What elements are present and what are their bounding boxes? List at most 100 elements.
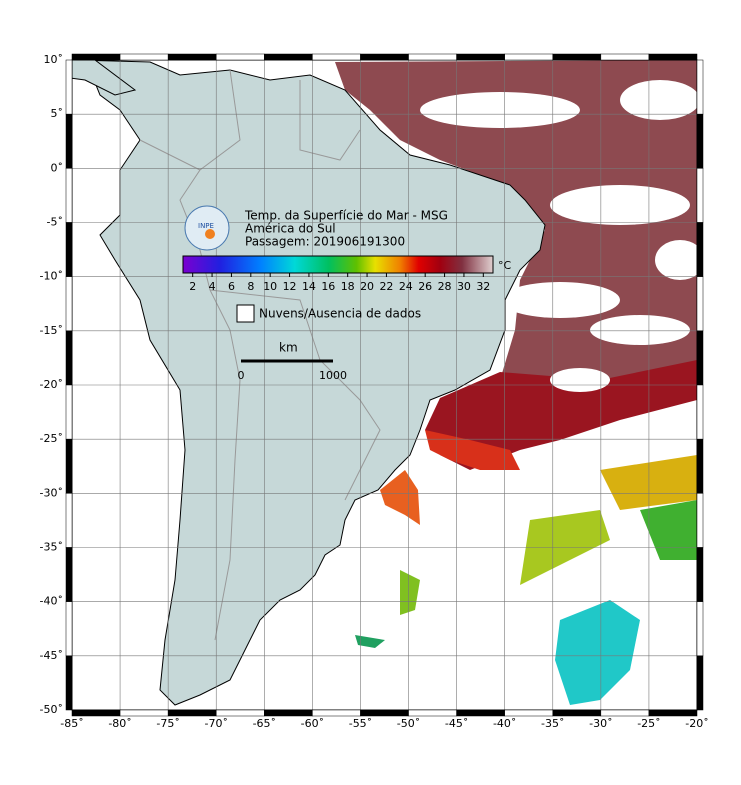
lat-tick-label: -5˚ <box>47 216 63 229</box>
colorbar-tick-label: 22 <box>379 280 393 293</box>
lon-tick-label: -25˚ <box>637 717 660 730</box>
lon-tick-label: -35˚ <box>541 717 564 730</box>
frame-bar <box>696 59 704 115</box>
scale-label: 0 <box>238 369 245 382</box>
land-central-america <box>72 60 137 96</box>
lon-tick-label: -40˚ <box>493 717 516 730</box>
frame-bar <box>408 53 457 61</box>
frame-bar <box>408 709 457 717</box>
frame-bar <box>696 168 704 223</box>
lon-tick-label: -50˚ <box>397 717 420 730</box>
lat-tick-label: -45˚ <box>40 649 63 662</box>
lon-tick-label: -75˚ <box>156 717 179 730</box>
sst-green4 <box>355 635 385 648</box>
frame-bar <box>65 276 73 332</box>
sst-warm <box>335 60 697 440</box>
lat-tick-label: -25˚ <box>40 432 63 445</box>
colorbar-unit: °C <box>498 259 512 272</box>
colorbar-tick-label: 10 <box>263 280 277 293</box>
frame-bar <box>215 709 265 717</box>
frame-bar <box>600 709 650 717</box>
lon-tick-label: -55˚ <box>349 717 372 730</box>
frame-bar <box>648 709 698 717</box>
frame-bar <box>65 59 73 115</box>
lat-tick-label: -40˚ <box>40 595 63 608</box>
lon-tick-label: -45˚ <box>445 717 468 730</box>
frame-bar <box>456 53 505 61</box>
lon-tick-label: -60˚ <box>301 717 324 730</box>
lat-tick-label: 10˚ <box>44 53 64 66</box>
frame-bar <box>552 709 602 717</box>
frame-bar <box>504 53 554 61</box>
frame-bar <box>264 709 313 717</box>
frame-bar <box>215 53 265 61</box>
lat-tick-label: 0˚ <box>51 161 64 174</box>
lat-tick-label: -35˚ <box>40 541 63 554</box>
colorbar-tick-label: 30 <box>457 280 471 293</box>
colorbar-tick-label: 6 <box>228 280 235 293</box>
lat-tick-label: -15˚ <box>40 324 63 337</box>
frame-bar <box>360 53 409 61</box>
frame-bar <box>65 330 73 386</box>
colorbar-tick-label: 20 <box>360 280 374 293</box>
colorbar <box>182 255 494 274</box>
frame-bar <box>65 493 73 548</box>
title: Temp. da Superfície do Mar - MSG <box>244 209 448 223</box>
cloud-swatch <box>236 304 255 323</box>
frame-bar <box>71 709 121 717</box>
frame-bar <box>696 601 704 657</box>
lon-tick-label: -65˚ <box>253 717 276 730</box>
lat-tick-label: -10˚ <box>40 270 63 283</box>
frame-bar <box>696 276 704 332</box>
sst-orange <box>425 430 520 470</box>
sst-green2 <box>640 500 697 560</box>
frame-bar <box>696 547 704 602</box>
colorbar-tick-label: 18 <box>341 280 355 293</box>
frame-bar <box>119 709 169 717</box>
frame-bar <box>552 53 602 61</box>
colorbar-tick-label: 16 <box>321 280 335 293</box>
lon-tick-label: -70˚ <box>204 717 227 730</box>
scale-label: 1000 <box>319 369 347 382</box>
frame-bar <box>696 113 704 169</box>
frame-bar <box>264 53 313 61</box>
frame-bar <box>65 601 73 657</box>
frame-bar <box>65 168 73 223</box>
frame-bar <box>504 709 554 717</box>
sst-cyan <box>555 600 640 705</box>
frame-bar <box>600 53 650 61</box>
frame-bars <box>65 53 704 717</box>
sst-yellow <box>600 455 697 510</box>
frame-bar <box>696 384 704 440</box>
lon-tick-label: -30˚ <box>589 717 612 730</box>
sst-red <box>425 360 697 470</box>
lon-tick-label: -80˚ <box>108 717 131 730</box>
frame-bar <box>312 53 361 61</box>
frame-bar <box>71 53 121 61</box>
frame-bar <box>696 330 704 386</box>
map-area <box>72 60 697 710</box>
subtitle: América do Sul <box>245 222 336 236</box>
logo: INPE <box>184 205 230 251</box>
logo-text: INPE <box>198 222 214 230</box>
frame-bar <box>65 655 73 711</box>
frame-bar <box>119 53 169 61</box>
grid <box>72 60 697 710</box>
frame-bar <box>65 438 73 494</box>
colorbar-tick-label: 2 <box>189 280 196 293</box>
frame-bar <box>696 655 704 711</box>
frame-bar <box>65 113 73 169</box>
frame-bar <box>456 709 505 717</box>
colorbar-tick-label: 26 <box>418 280 432 293</box>
frame-bar <box>648 53 698 61</box>
frame-bar <box>65 222 73 277</box>
frame-bar <box>696 438 704 494</box>
colorbar-tick-label: 4 <box>209 280 216 293</box>
frame-bar <box>65 547 73 602</box>
colorbar-tick-label: 12 <box>283 280 297 293</box>
cloud-legend: Nuvens/Ausencia de dados <box>259 307 421 321</box>
frame-bar <box>696 222 704 277</box>
lon-tick-label: -85˚ <box>60 717 83 730</box>
pass-time: Passagem: 201906191300 <box>245 235 405 249</box>
